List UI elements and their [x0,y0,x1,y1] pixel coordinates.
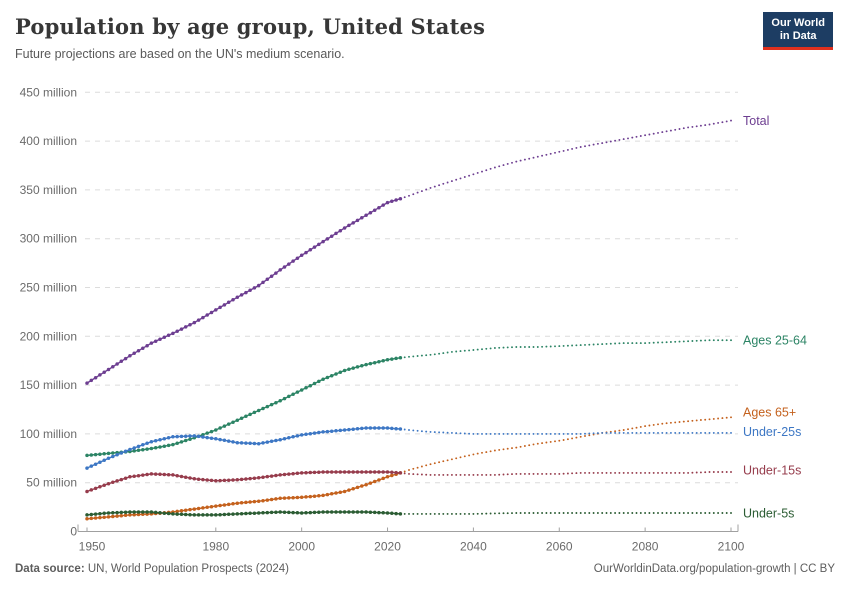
data-source-text: UN, World Population Prospects (2024) [84,563,289,575]
series-label-under-5s[interactable]: Under-5s [743,506,794,520]
series-label-under-15s[interactable]: Under-15s [743,463,801,477]
y-tick-label: 450 million [20,85,77,99]
y-tick-label: 50 million [26,476,77,490]
y-tick-label: 300 million [20,232,77,246]
series-under-5s[interactable] [85,510,732,517]
series-label-ages-25-64[interactable]: Ages 25-64 [743,334,807,348]
series-under-25s[interactable] [85,426,732,470]
series-label-under-25s[interactable]: Under-25s [743,425,801,439]
y-tick-label: 100 million [20,427,77,441]
series-label-ages-65-plus[interactable]: Ages 65+ [743,406,796,420]
x-tick-label: 2040 [460,540,487,554]
series-label-total[interactable]: Total [743,114,769,128]
y-tick-label: 400 million [20,134,77,148]
series-under-15s[interactable] [85,470,732,494]
y-tick-label: 250 million [20,281,77,295]
series-line-total[interactable] [86,198,401,384]
page-title: Population by age group, United States [15,14,486,39]
y-tick-label: 350 million [20,183,77,197]
page-subtitle: Future projections are based on the UN's… [15,47,345,61]
owid-logo-line2: in Data [779,30,817,42]
x-tick-label: 2080 [632,540,659,554]
owid-logo[interactable]: Our World in Data [763,12,833,50]
owid-logo-line1: Our World [771,17,825,29]
x-tick-label: 2060 [546,540,573,554]
chart-footer: Data source: UN, World Population Prospe… [15,563,835,575]
data-source-note: Data source: UN, World Population Prospe… [15,563,289,575]
series-ages-25-64[interactable] [85,339,732,458]
x-tick-label: 2000 [288,540,315,554]
y-tick-label: 200 million [20,329,77,343]
series-total[interactable] [85,119,732,385]
credit-link[interactable]: OurWorldinData.org/population-growth | C… [593,563,835,575]
x-tick-label: 2020 [374,540,401,554]
y-tick-label: 150 million [20,378,77,392]
y-tick-label: 0 [70,525,77,539]
x-tick-label: 1980 [202,540,229,554]
data-source-label: Data source: [15,563,85,575]
series-line-ages-25-64[interactable] [86,357,401,457]
x-tick-label: 2100 [718,540,745,554]
x-tick-label: 1950 [79,540,106,554]
series-ages-65-plus[interactable] [85,416,732,521]
